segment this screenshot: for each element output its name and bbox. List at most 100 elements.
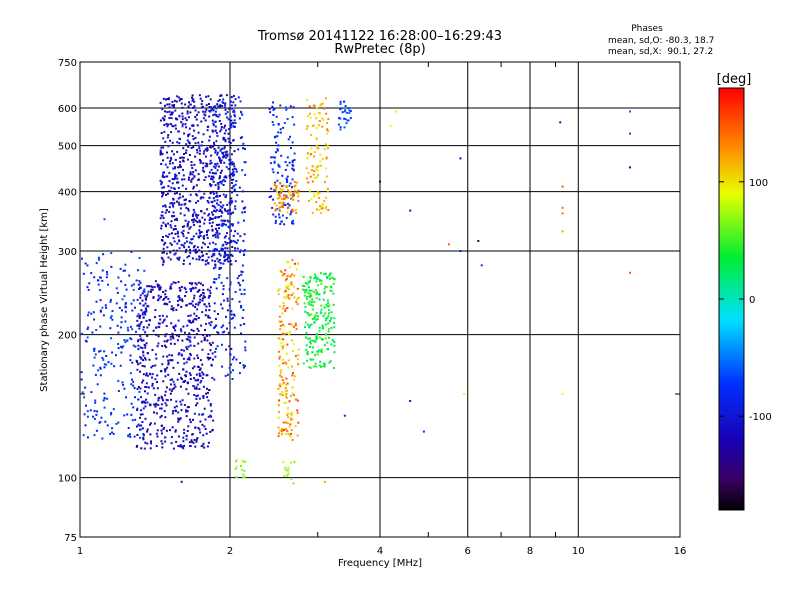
data-point: [281, 198, 283, 201]
data-point: [165, 209, 168, 212]
data-point: [232, 234, 235, 237]
data-point: [214, 110, 217, 113]
data-point: [200, 196, 203, 199]
data-point: [187, 141, 190, 144]
data-point: [182, 168, 184, 171]
data-point: [287, 469, 290, 472]
data-point: [238, 372, 241, 375]
data-point: [226, 309, 229, 312]
data-point: [142, 407, 145, 410]
data-point: [219, 201, 222, 204]
data-point: [208, 115, 211, 118]
data-point: [171, 335, 174, 338]
data-point: [99, 367, 102, 370]
data-point: [156, 285, 159, 288]
data-point: [90, 312, 93, 315]
data-point: [139, 302, 142, 305]
data-point: [243, 288, 246, 291]
data-point: [164, 204, 167, 207]
data-point: [199, 298, 202, 301]
data-point: [285, 401, 288, 404]
data-point: [138, 257, 141, 259]
data-point: [344, 109, 347, 112]
colorbar-tick-label: 100: [749, 178, 768, 189]
data-point: [289, 423, 292, 426]
data-point: [171, 388, 174, 391]
data-point: [292, 106, 295, 109]
data-point: [317, 112, 320, 114]
data-point: [187, 207, 190, 210]
data-point: [278, 315, 281, 318]
data-point: [162, 205, 165, 208]
data-point: [174, 225, 177, 227]
data-point: [182, 235, 185, 238]
data-point: [232, 223, 234, 226]
data-point: [191, 367, 194, 370]
data-point: [198, 288, 201, 291]
data-point: [188, 441, 191, 444]
data-point: [284, 197, 287, 200]
data-point: [219, 194, 221, 197]
data-point: [187, 105, 190, 108]
data-point: [160, 395, 163, 398]
data-point: [111, 351, 114, 354]
data-point: [279, 187, 282, 190]
data-point: [161, 321, 164, 324]
data-point: [150, 366, 153, 369]
data-point: [146, 428, 149, 431]
data-point: [230, 212, 232, 215]
data-point: [196, 333, 198, 336]
data-point: [190, 238, 193, 241]
data-point: [202, 169, 204, 172]
data-point: [130, 302, 133, 305]
data-point: [174, 117, 177, 120]
data-point: [198, 225, 201, 228]
data-point: [480, 264, 483, 267]
data-point: [122, 383, 125, 386]
data-point: [307, 115, 310, 118]
data-point: [289, 190, 292, 193]
data-point: [220, 248, 223, 251]
data-point: [188, 302, 191, 305]
data-point: [292, 222, 295, 225]
data-point: [283, 203, 286, 206]
data-point: [142, 351, 145, 354]
data-point: [84, 424, 87, 427]
data-point: [136, 409, 139, 411]
data-point: [239, 324, 242, 327]
data-point: [181, 106, 184, 109]
data-point: [316, 350, 319, 353]
y-axis-label: Stationary phase Virtual Height [km]: [39, 208, 50, 392]
data-point: [151, 384, 154, 387]
data-point: [131, 419, 134, 422]
data-point: [187, 319, 190, 322]
data-point: [312, 124, 315, 127]
data-point: [313, 170, 316, 172]
data-point: [324, 337, 327, 340]
data-point: [213, 147, 216, 150]
data-point: [278, 287, 281, 290]
data-point: [272, 108, 275, 111]
data-point: [291, 273, 294, 276]
data-point: [220, 210, 223, 213]
data-point: [101, 306, 104, 309]
data-point: [177, 411, 180, 414]
data-point: [332, 292, 335, 295]
data-point: [194, 155, 197, 158]
data-point: [293, 285, 295, 288]
data-point: [212, 241, 215, 244]
data-point: [297, 195, 300, 198]
data-point: [310, 339, 313, 342]
data-point: [629, 271, 631, 274]
data-point: [317, 164, 320, 167]
data-point: [145, 342, 148, 345]
data-point: [155, 412, 158, 415]
data-point: [187, 178, 190, 181]
data-point: [121, 298, 124, 301]
data-point: [239, 288, 242, 291]
data-point: [286, 118, 289, 120]
data-point: [307, 172, 310, 175]
data-point: [232, 369, 234, 372]
data-point: [151, 382, 154, 385]
data-point: [232, 125, 235, 128]
